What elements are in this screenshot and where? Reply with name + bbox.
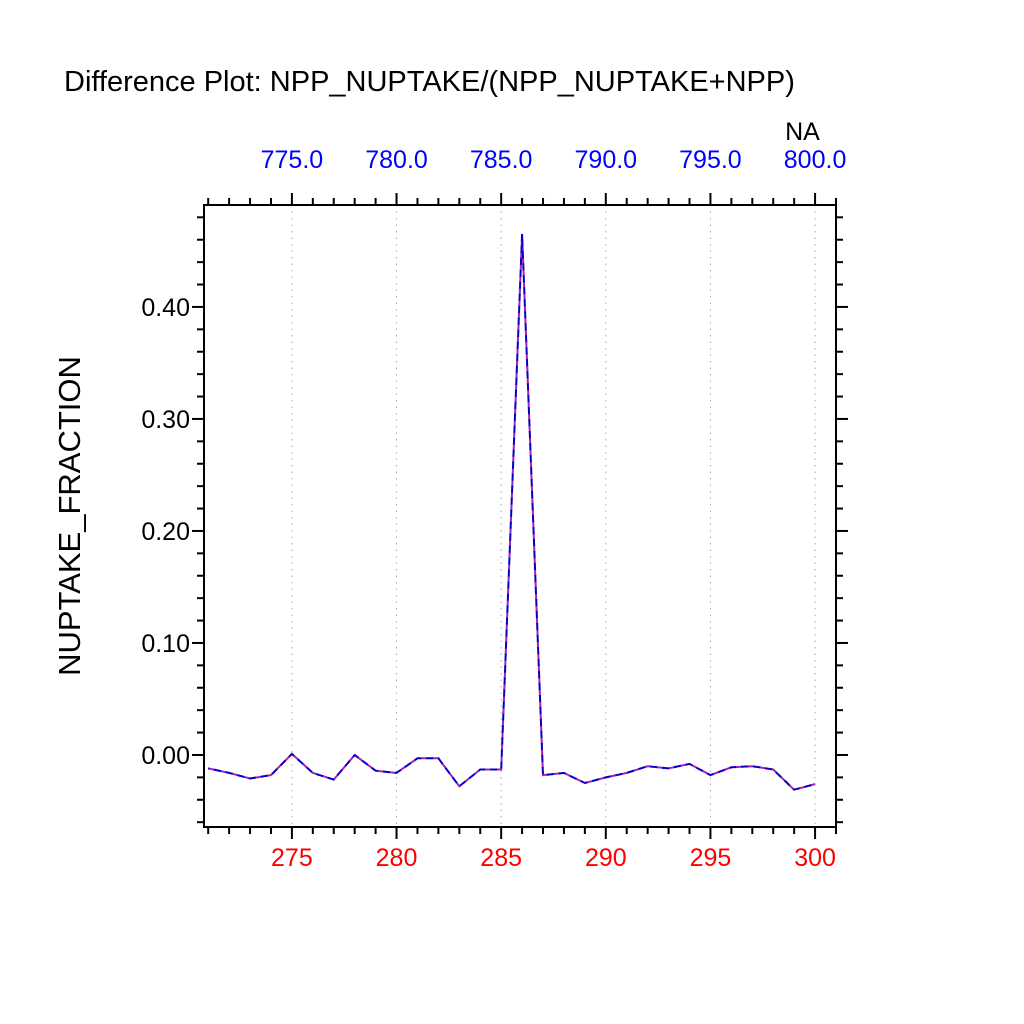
- top-axis-tick-label: 780.0: [365, 146, 428, 174]
- tick-marks: [192, 193, 848, 839]
- bottom-axis-tick-label: 290: [585, 844, 627, 872]
- top-axis-labels: 775.0 780.0 785.0 790.0 795.0 800.0NA: [261, 118, 847, 174]
- bottom-axis-tick-label: 285: [480, 844, 522, 872]
- top-axis-title: NA: [785, 118, 820, 146]
- plot-frame: [203, 204, 837, 828]
- bottom-axis-tick-label: 300: [794, 844, 836, 872]
- series-nuptake-fraction-difference: [207, 234, 816, 791]
- gridlines: [291, 205, 816, 827]
- bottom-axis-tick-label: 295: [690, 844, 732, 872]
- top-axis-tick-label: 800.0: [784, 146, 847, 174]
- series-line-blue: [207, 234, 816, 791]
- y-axis-tick-label: 0.00: [141, 742, 190, 770]
- top-axis-tick-label: 795.0: [679, 146, 742, 174]
- chart-title: Difference Plot: NPP_NUPTAKE/(NPP_NUPTAK…: [64, 66, 795, 98]
- y-axis-labels: 0.00 0.10 0.20 0.30 0.40: [141, 294, 190, 770]
- top-axis-tick-label: 785.0: [470, 146, 533, 174]
- y-axis-tick-label: 0.30: [141, 406, 190, 434]
- series-line-magenta: [207, 234, 816, 791]
- bottom-axis-labels: 275 280 285 290 295 300: [271, 844, 836, 872]
- bottom-axis-tick-label: 275: [271, 844, 313, 872]
- bottom-axis-tick-label: 280: [376, 844, 418, 872]
- y-axis-tick-label: 0.40: [141, 294, 190, 322]
- y-axis-tick-label: 0.20: [141, 518, 190, 546]
- top-axis-tick-label: 790.0: [575, 146, 638, 174]
- y-axis-tick-label: 0.10: [141, 630, 190, 658]
- y-axis-title: NUPTAKE_FRACTION: [52, 356, 87, 676]
- top-axis-tick-label: 775.0: [261, 146, 324, 174]
